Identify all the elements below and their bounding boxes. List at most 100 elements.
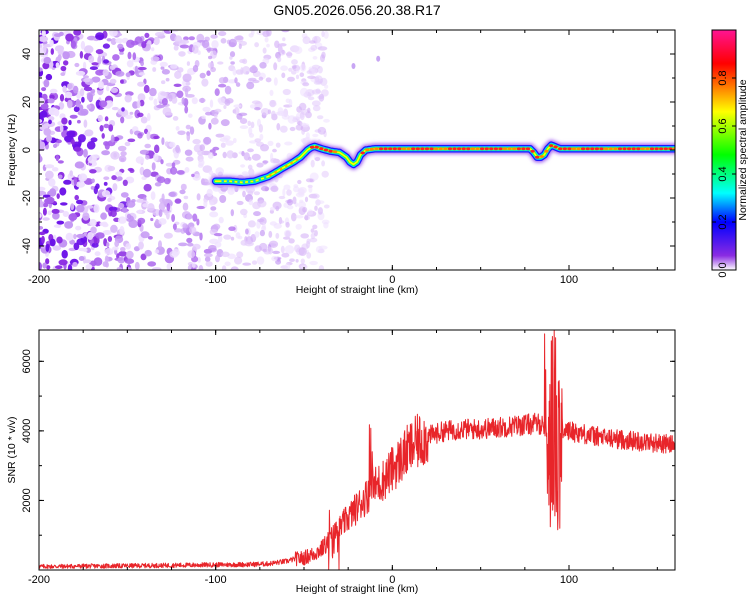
ridge-dot — [269, 174, 272, 177]
noise-speckle — [144, 249, 152, 257]
noise-speckle — [307, 96, 315, 101]
noise-speckle — [201, 39, 210, 49]
colorbar-ticks: 0.0 0.2 0.4 0.6 0.8 — [712, 70, 736, 278]
noise-speckle — [254, 42, 259, 48]
noise-speckle — [43, 44, 47, 53]
noise-speckle — [284, 245, 295, 254]
noise-speckle — [199, 144, 205, 152]
noise-speckle — [158, 209, 163, 217]
ridge-hotspot — [360, 151, 365, 155]
noise-speckle — [119, 51, 124, 55]
noise-speckle — [224, 85, 232, 95]
noise-speckle — [257, 218, 265, 223]
noise-speckle — [144, 32, 150, 39]
noise-speckle — [75, 99, 81, 108]
noise-speckle — [259, 133, 264, 141]
noise-speckle — [63, 179, 72, 185]
noise-speckle — [40, 103, 49, 110]
noise-speckle — [261, 108, 270, 116]
noise-speckle — [211, 40, 219, 49]
noise-speckle — [129, 111, 134, 115]
noise-speckle — [314, 205, 318, 211]
noise-speckle — [139, 149, 149, 155]
noise-speckle — [108, 124, 114, 132]
noise-speckle — [107, 165, 116, 172]
noise-speckle — [161, 69, 170, 75]
ridge-hotspot — [530, 149, 535, 153]
noise-speckle — [166, 203, 171, 212]
noise-speckle — [217, 61, 224, 65]
noise-speckle — [247, 148, 254, 153]
noise-speckle — [201, 78, 209, 87]
noise-speckle — [197, 150, 205, 156]
noise-speckle — [262, 160, 269, 164]
noise-speckle — [351, 63, 356, 69]
ridge-hotspot — [590, 147, 595, 151]
noise-speckle — [129, 168, 135, 173]
noise-speckle — [218, 234, 223, 243]
noise-speckle — [78, 256, 85, 261]
noise-speckle — [184, 167, 190, 173]
noise-speckle — [134, 65, 139, 74]
noise-speckle — [43, 79, 50, 88]
ridge-hotspot — [640, 147, 645, 151]
noise-speckle — [147, 261, 157, 267]
noise-speckle — [210, 206, 217, 211]
noise-speckle — [272, 201, 282, 210]
noise-speckle — [259, 62, 267, 69]
noise-speckle — [143, 84, 150, 94]
noise-speckle — [218, 216, 224, 224]
noise-speckle — [282, 37, 286, 42]
noise-speckle — [208, 122, 212, 130]
noise-speckle — [254, 138, 262, 143]
ridge-hotspot — [314, 145, 319, 149]
noise-speckle — [91, 62, 99, 66]
noise-speckle — [137, 217, 146, 225]
noise-speckle — [188, 36, 195, 41]
noise-speckle — [53, 143, 58, 148]
noise-speckle — [168, 141, 176, 148]
noise-speckle — [241, 171, 249, 176]
colorbar-tick-label: 0.0 — [717, 262, 729, 277]
noise-speckle — [299, 102, 307, 111]
noise-speckle — [115, 38, 124, 44]
noise-speckle — [141, 41, 147, 49]
noise-speckle — [285, 221, 290, 228]
noise-speckle — [280, 245, 285, 254]
noise-speckle — [118, 251, 128, 257]
noise-speckle — [221, 265, 227, 270]
noise-speckle — [49, 238, 56, 247]
noise-speckle — [161, 98, 168, 106]
noise-speckle — [314, 76, 320, 82]
noise-speckle — [124, 258, 135, 265]
noise-speckle — [107, 100, 114, 108]
ridge-dot — [295, 158, 299, 161]
noise-speckle — [230, 209, 234, 217]
noise-speckle — [39, 231, 46, 236]
noise-speckle — [99, 125, 104, 132]
noise-speckle — [160, 91, 168, 96]
noise-speckle — [308, 186, 313, 193]
noise-speckle — [62, 85, 67, 93]
noise-speckle — [42, 207, 47, 216]
ridge-hotspot — [392, 147, 397, 151]
noise-speckle — [298, 201, 306, 209]
noise-speckle — [232, 68, 237, 76]
noise-speckle — [295, 64, 300, 74]
x-tick-label: -200 — [28, 274, 50, 286]
ridge-hotspot — [420, 147, 425, 151]
noise-speckle — [120, 116, 125, 124]
noise-speckle — [175, 125, 180, 131]
noise-speckle — [279, 125, 288, 133]
noise-speckle — [58, 31, 64, 37]
noise-speckle — [242, 190, 246, 198]
noise-speckle — [184, 105, 189, 114]
noise-speckle — [164, 177, 171, 185]
noise-speckle — [117, 256, 126, 264]
noise-speckle — [56, 220, 65, 225]
noise-speckle — [89, 66, 98, 71]
noise-speckle — [185, 81, 191, 86]
noise-speckle — [260, 144, 269, 152]
noise-speckle — [307, 107, 311, 114]
